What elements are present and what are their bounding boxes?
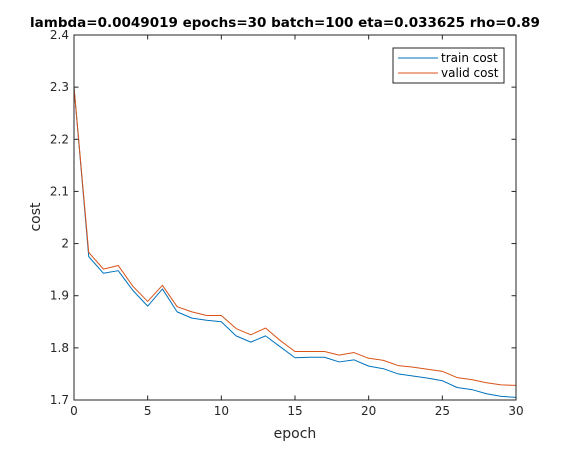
y-tick-label: 2.3: [50, 80, 69, 94]
x-axis-label: epoch: [274, 426, 317, 442]
y-tick-label: 2.2: [50, 132, 69, 146]
x-tick-label: 5: [144, 404, 152, 418]
y-tick-label: 2.4: [50, 28, 69, 42]
legend-entry-valid-cost: valid cost: [441, 66, 499, 80]
series-line-train-cost: [73, 87, 517, 398]
series-layer: [73, 87, 517, 398]
x-tick-label: 10: [214, 404, 229, 418]
legend-box: [392, 47, 505, 84]
tick-layer: 0 5 10 15 20 25 30 1.7 1.8 1.9 2 2.1 2.2 2.3 2.4: [50, 28, 524, 418]
y-tick-label: 1.8: [50, 341, 69, 355]
x-tick-label: 0: [70, 404, 78, 418]
y-tick-label: 2.1: [50, 184, 69, 198]
x-tick-label: 25: [435, 404, 450, 418]
series-line-valid-cost: [73, 87, 517, 386]
y-tick-label: 2: [61, 237, 69, 251]
y-tick-label: 1.9: [50, 289, 69, 303]
x-tick-label: 15: [287, 404, 302, 418]
x-tick-label: 20: [361, 404, 376, 418]
legend: train cost valid cost: [392, 47, 505, 84]
chart-title: lambda=0.0049019 epochs=30 batch=100 eta…: [30, 15, 540, 31]
x-tick-label: 30: [508, 404, 523, 418]
y-tick-label: 1.7: [50, 393, 69, 407]
legend-entry-train-cost: train cost: [441, 51, 498, 65]
plot-area: [74, 35, 516, 400]
y-axis-label: cost: [28, 202, 44, 232]
